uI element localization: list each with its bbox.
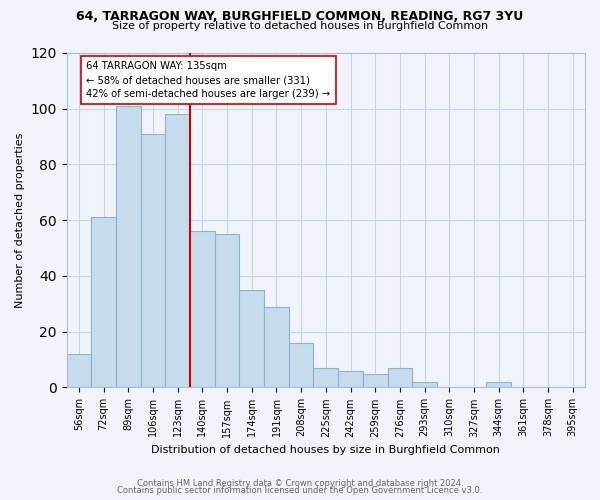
Text: Size of property relative to detached houses in Burghfield Common: Size of property relative to detached ho… xyxy=(112,21,488,31)
Text: 64 TARRAGON WAY: 135sqm
← 58% of detached houses are smaller (331)
42% of semi-d: 64 TARRAGON WAY: 135sqm ← 58% of detache… xyxy=(86,62,331,100)
Bar xyxy=(91,218,116,388)
X-axis label: Distribution of detached houses by size in Burghfield Common: Distribution of detached houses by size … xyxy=(151,445,500,455)
Bar xyxy=(264,306,289,388)
Text: Contains HM Land Registry data © Crown copyright and database right 2024.: Contains HM Land Registry data © Crown c… xyxy=(137,478,463,488)
Bar xyxy=(239,290,264,388)
Bar xyxy=(363,374,388,388)
Bar xyxy=(388,368,412,388)
Bar xyxy=(338,370,363,388)
Text: Contains public sector information licensed under the Open Government Licence v3: Contains public sector information licen… xyxy=(118,486,482,495)
Bar xyxy=(116,106,141,388)
Bar xyxy=(141,134,166,388)
Bar xyxy=(313,368,338,388)
Bar xyxy=(412,382,437,388)
Text: 64, TARRAGON WAY, BURGHFIELD COMMON, READING, RG7 3YU: 64, TARRAGON WAY, BURGHFIELD COMMON, REA… xyxy=(76,10,524,23)
Bar xyxy=(289,343,313,388)
Bar xyxy=(215,234,239,388)
Bar xyxy=(166,114,190,388)
Bar xyxy=(486,382,511,388)
Y-axis label: Number of detached properties: Number of detached properties xyxy=(15,132,25,308)
Bar xyxy=(190,232,215,388)
Bar xyxy=(67,354,91,388)
